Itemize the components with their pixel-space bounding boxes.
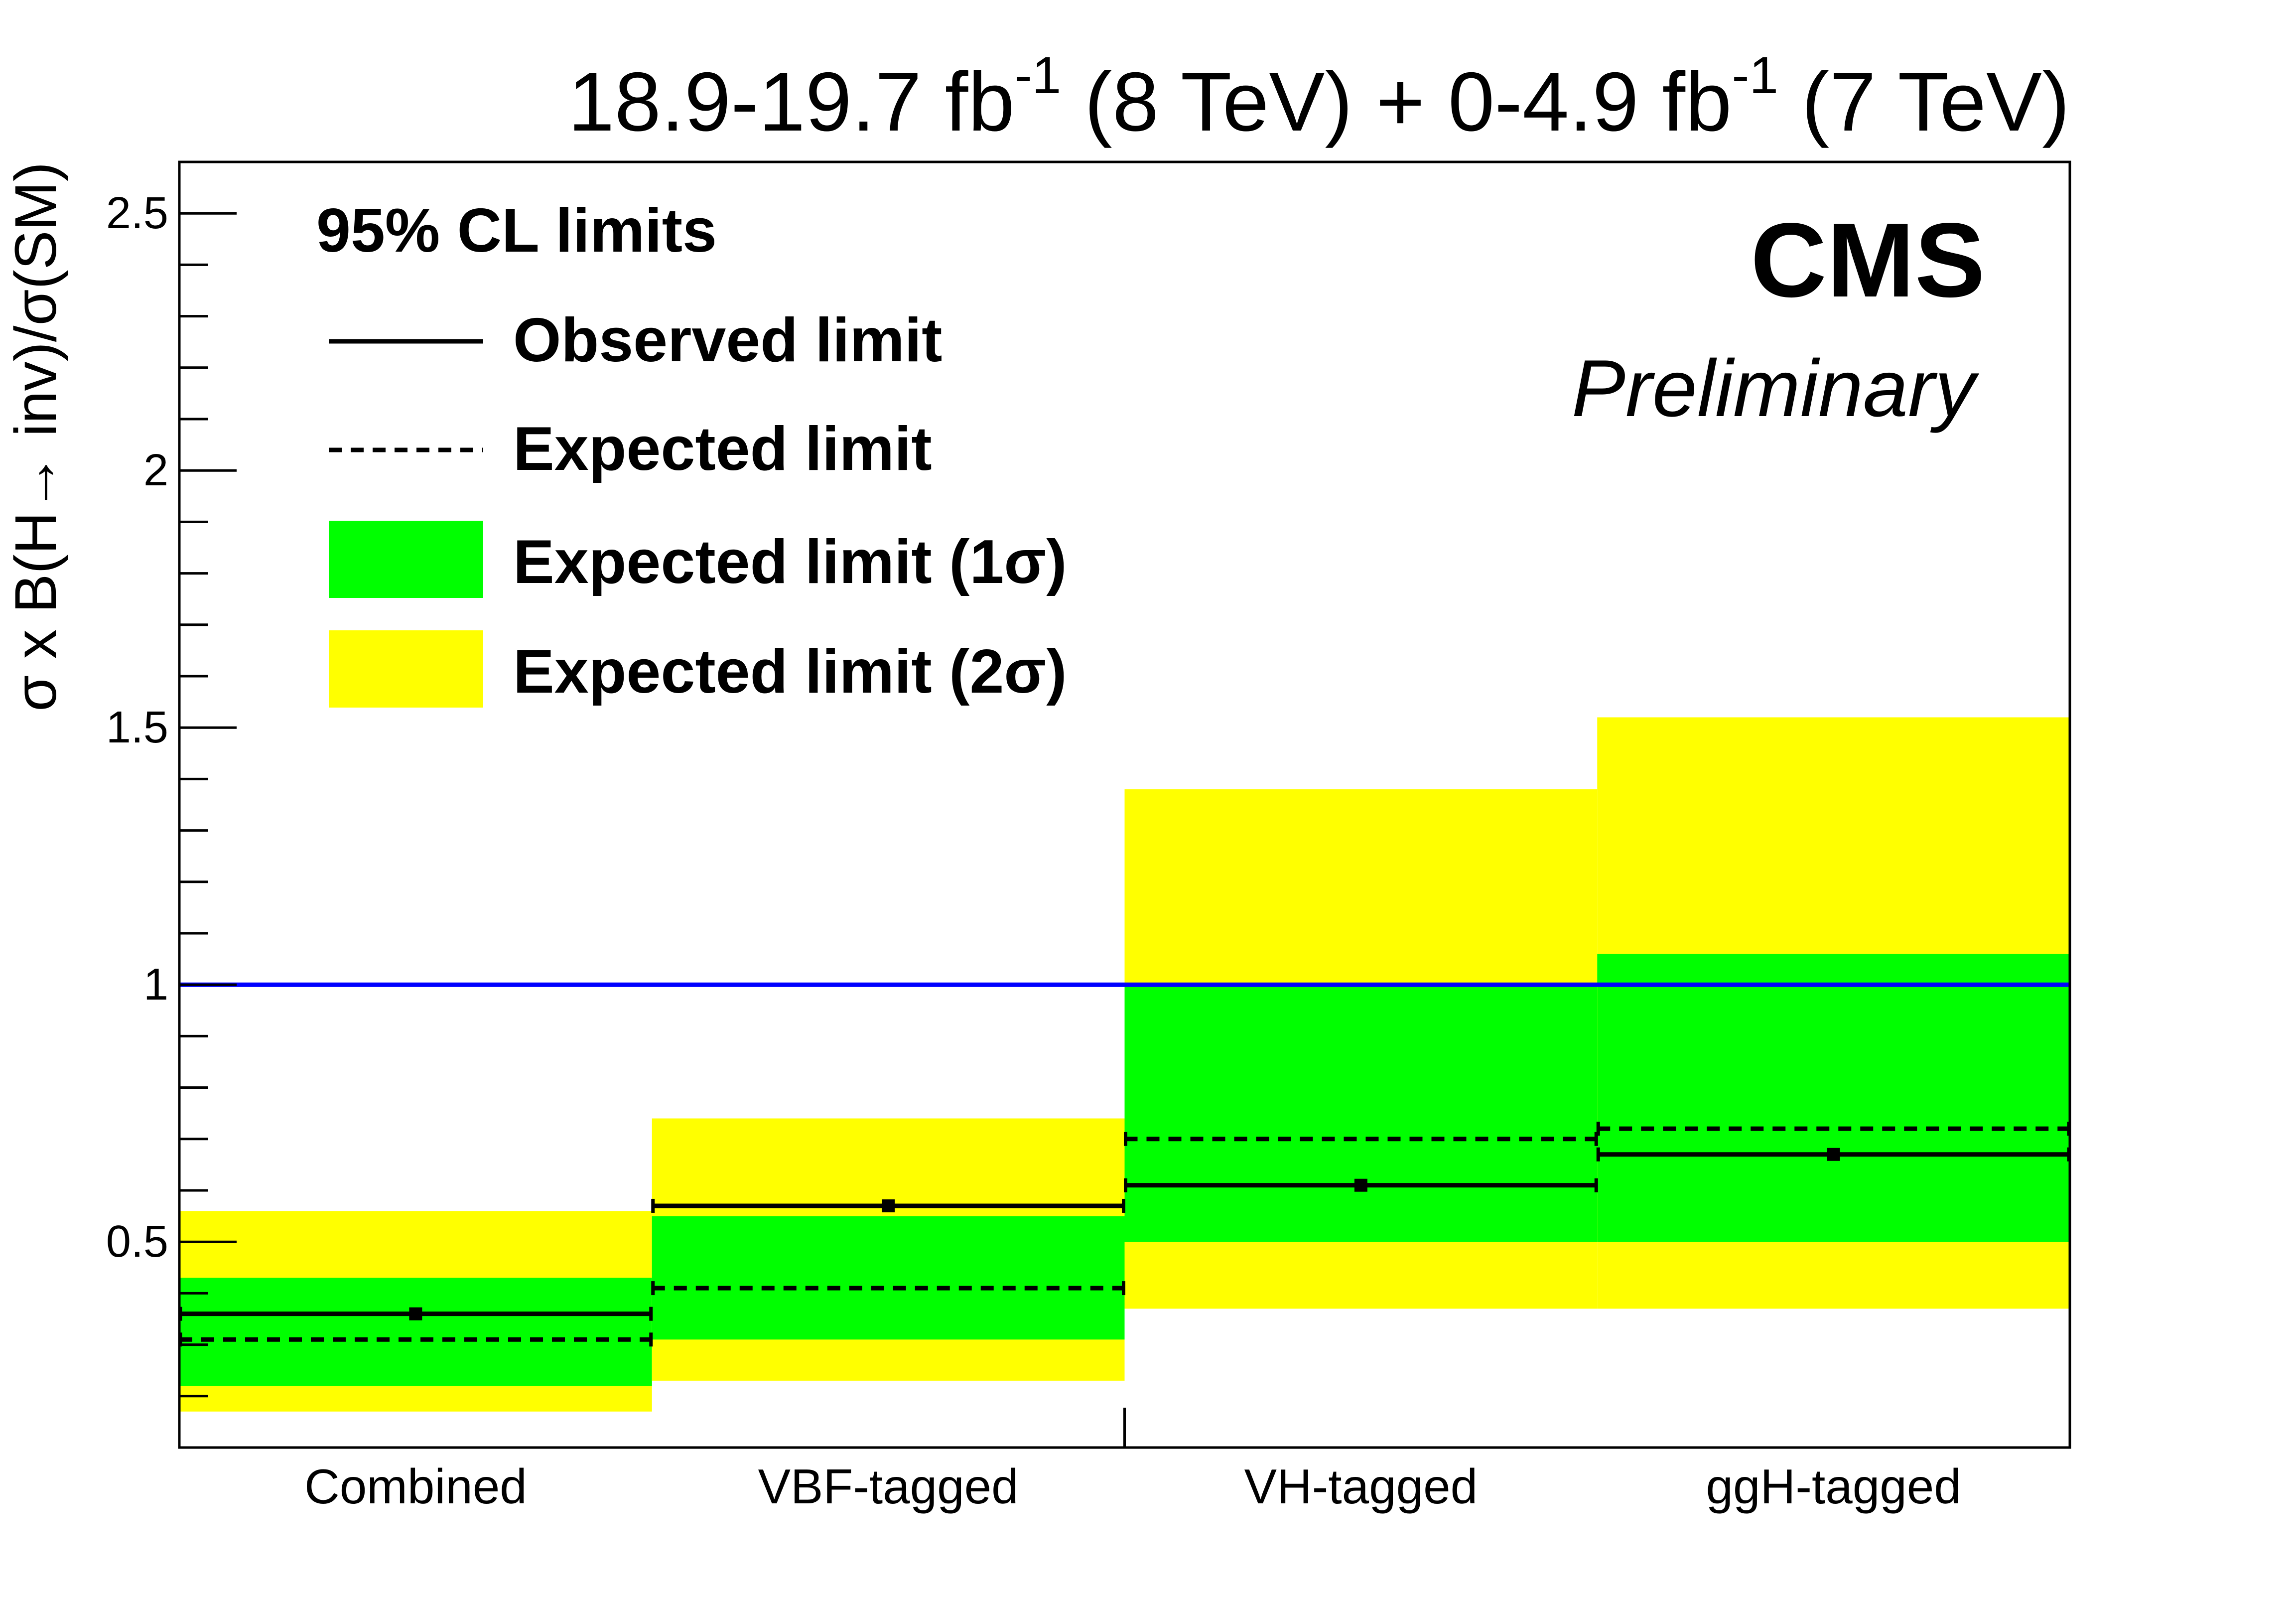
observed-limit-marker-3 [1827, 1148, 1840, 1161]
y-tick-label-3: 2 [143, 445, 168, 495]
legend-2sigma-label: Expected limit (2σ) [513, 637, 1067, 706]
legend-1sigma-label: Expected limit (1σ) [513, 528, 1067, 596]
observed-limit-marker-2 [1354, 1178, 1367, 1192]
y-tick-label-4: 2.5 [106, 188, 168, 238]
chart-title: 18.9-19.7 fb-1 (8 TeV) + 0-4.9 fb-1 (7 T… [568, 46, 2070, 148]
x-tick-label-2: VH-tagged [1244, 1459, 1478, 1514]
legend-header: 95% CL limits [316, 196, 717, 265]
y-tick-label-0: 0.5 [106, 1217, 168, 1267]
axes-layer: Combined VBF-tagged VH-tagged ggH-tagged 0.5… [106, 160, 1961, 1514]
y-tick-label-1: 1 [143, 960, 168, 1010]
band-1sigma-2 [1124, 985, 1598, 1242]
legend: 95% CL limits Observed limit Expected li… [316, 196, 1067, 708]
x-tick-label-1: VBF-tagged [758, 1459, 1019, 1514]
legend-observed-label: Observed limit [513, 306, 942, 375]
legend-2sigma-swatch [329, 630, 483, 708]
band-1sigma-0 [179, 1278, 652, 1386]
legend-expected-label: Expected limit [513, 415, 932, 483]
cms-label: CMS [1751, 201, 1985, 319]
y-tick-label-2: 1.5 [106, 703, 168, 752]
x-tick-label-3: ggH-tagged [1706, 1459, 1961, 1514]
preliminary-label: Preliminary [1572, 343, 1980, 434]
x-tick-label-0: Combined [304, 1459, 527, 1514]
legend-1sigma-swatch [329, 521, 483, 598]
y-axis-label: σ x B(H→ inv)/σ(SM) [3, 162, 69, 712]
band-1sigma-3 [1597, 954, 2070, 1242]
bands-layer [179, 717, 2070, 1412]
band-1sigma-1 [652, 1216, 1125, 1340]
observed-limit-marker-1 [882, 1199, 895, 1212]
observed-limit-marker-0 [409, 1307, 422, 1320]
